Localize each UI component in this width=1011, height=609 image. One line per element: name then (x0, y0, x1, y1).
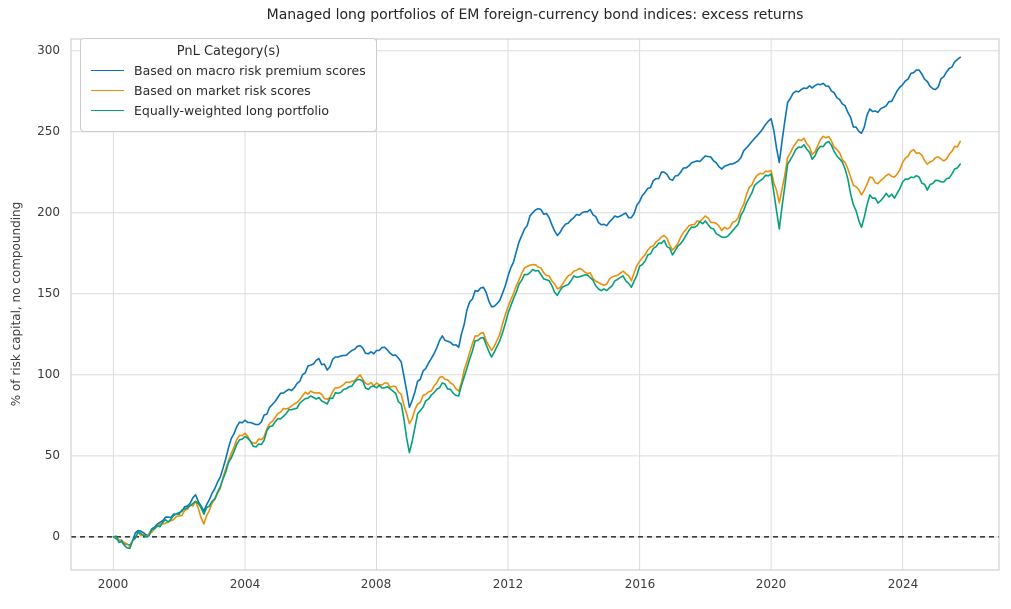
y-tick-label: 0 (52, 529, 60, 543)
x-tick-label: 2024 (887, 577, 919, 591)
y-tick-label: 200 (37, 205, 60, 219)
legend: PnL Category(s) Based on macro risk prem… (80, 38, 377, 132)
legend-title: PnL Category(s) (176, 44, 281, 59)
y-tick-label: 100 (37, 367, 60, 381)
legend-item-label: Based on market risk scores (134, 83, 311, 98)
legend-item: Based on market risk scores (89, 84, 368, 97)
x-tick-label: 2000 (97, 577, 129, 591)
series-line-3 (112, 140, 961, 550)
legend-item: Equally-weighted long portfolio (89, 104, 368, 117)
legend-item-label: Equally-weighted long portfolio (134, 103, 330, 118)
y-tick-label: 50 (44, 448, 60, 462)
x-tick-label: 2012 (492, 577, 524, 591)
y-tick-label: 300 (37, 43, 60, 57)
legend-items: Based on macro risk premium scores Based … (89, 64, 368, 117)
y-tick-label: 250 (37, 124, 60, 138)
x-tick-label: 2008 (360, 577, 392, 591)
legend-line-swatch (91, 110, 124, 111)
x-tick-label: 2004 (229, 577, 261, 591)
x-tick-label: 2016 (624, 577, 656, 591)
x-tick-label: 2020 (755, 577, 787, 591)
y-tick-label: 150 (37, 286, 60, 300)
gridlines (71, 39, 999, 570)
legend-line-swatch (91, 90, 124, 91)
legend-line-swatch (91, 70, 124, 71)
series-line-2 (112, 135, 961, 548)
chart-title: Managed long portfolios of EM foreign-cu… (266, 7, 804, 23)
series-line-1 (112, 56, 961, 546)
plot-border (70, 38, 1000, 571)
legend-item-label: Based on macro risk premium scores (134, 63, 366, 78)
legend-item: Based on macro risk premium scores (89, 64, 368, 77)
